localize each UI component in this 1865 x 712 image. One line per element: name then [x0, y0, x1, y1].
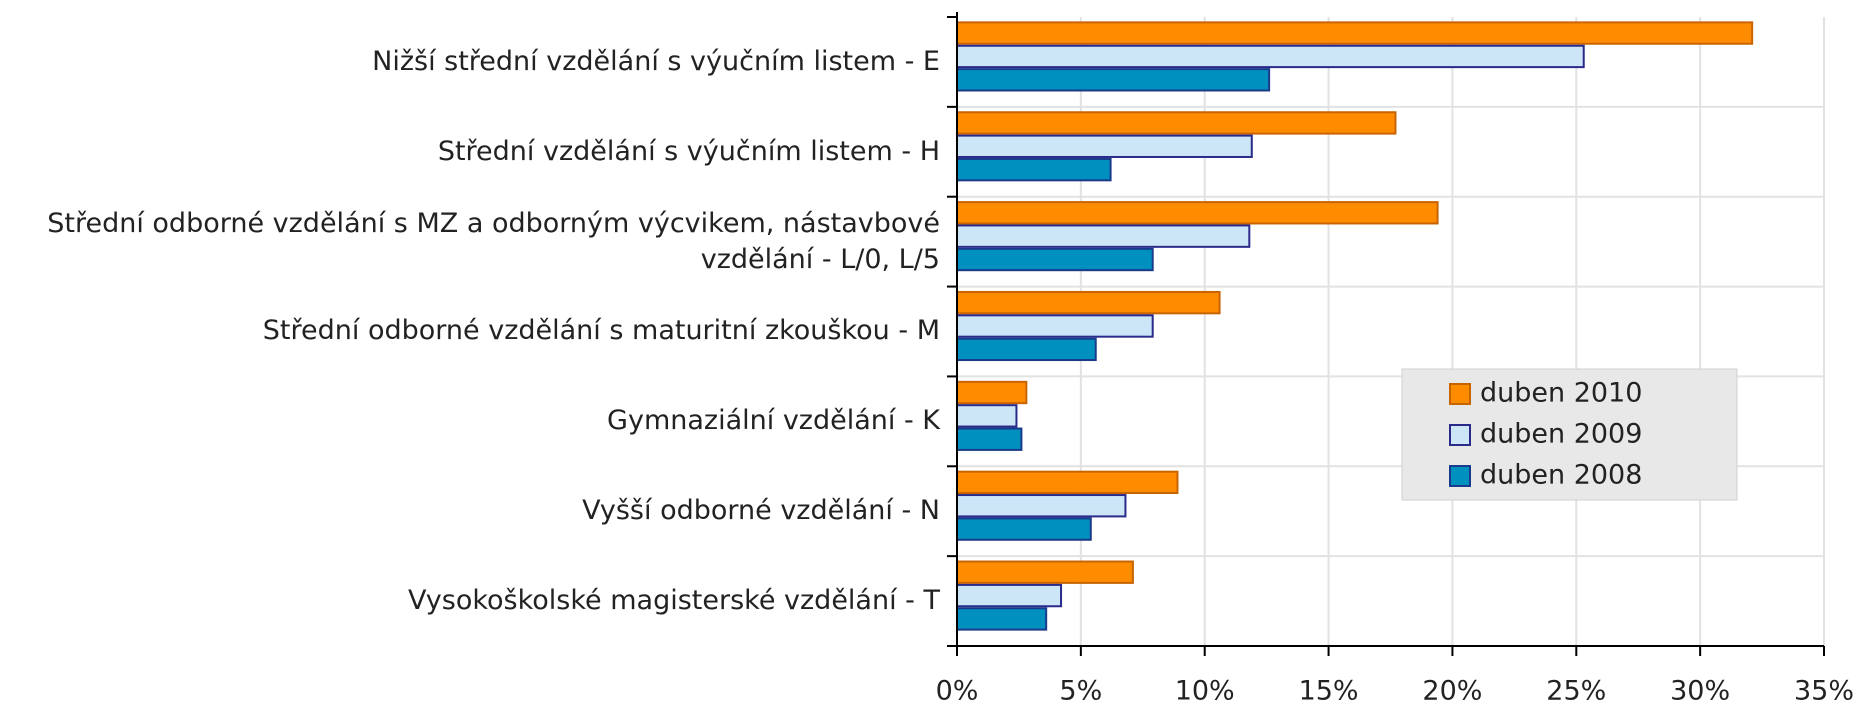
- legend-label: duben 2008: [1480, 460, 1642, 491]
- x-tick-label: 10%: [1175, 676, 1235, 707]
- bar: [956, 290, 1221, 315]
- bar: [956, 583, 1063, 608]
- y-tick-label: Střední vzdělání s výučním listem - H: [437, 135, 940, 167]
- y-tick-label: Střední odborné vzdělání s maturitní zko…: [262, 315, 940, 347]
- y-tick-label: Gymnaziální vzdělání - K: [607, 405, 940, 437]
- y-tick-label: Střední odborné vzdělání s MZ a odborným…: [47, 207, 940, 275]
- bar: [956, 21, 1754, 45]
- bar: [956, 134, 1253, 158]
- bar: [956, 314, 1154, 338]
- bar: [956, 380, 1028, 405]
- x-tick-label: 25%: [1546, 676, 1606, 707]
- bar: [956, 470, 1179, 495]
- bar: [956, 68, 1271, 92]
- x-tick-label: 15%: [1299, 676, 1359, 707]
- bar: [956, 427, 1023, 451]
- y-tick-label: Nižší střední vzdělání s výučním listem …: [372, 45, 940, 77]
- x-tick-label: 30%: [1670, 676, 1730, 707]
- bar: [956, 111, 1397, 135]
- bar: [956, 560, 1134, 584]
- legend-swatch: [1449, 424, 1471, 446]
- bar: [956, 337, 1097, 362]
- bar: [956, 44, 1585, 69]
- x-tick-label: 0%: [936, 676, 979, 707]
- legend-swatch: [1449, 465, 1471, 487]
- bar: [956, 157, 1112, 182]
- bar: [956, 494, 1127, 518]
- bar: [956, 224, 1251, 248]
- x-tick-label: 5%: [1059, 676, 1102, 707]
- bar: [956, 404, 1018, 428]
- bar: [956, 607, 1048, 631]
- y-tick-label: Vyšší odborné vzdělání - N: [582, 495, 940, 527]
- legend-label: duben 2010: [1480, 378, 1642, 409]
- x-tick-label: 20%: [1422, 676, 1482, 707]
- x-tick-label: 35%: [1794, 676, 1854, 707]
- bar: [956, 201, 1439, 225]
- y-tick-label: Vysokoškolské magisterské vzdělání - T: [408, 585, 940, 617]
- bar: [956, 517, 1092, 541]
- legend-label: duben 2009: [1480, 419, 1642, 450]
- bar: [956, 247, 1154, 272]
- legend-swatch: [1449, 383, 1471, 405]
